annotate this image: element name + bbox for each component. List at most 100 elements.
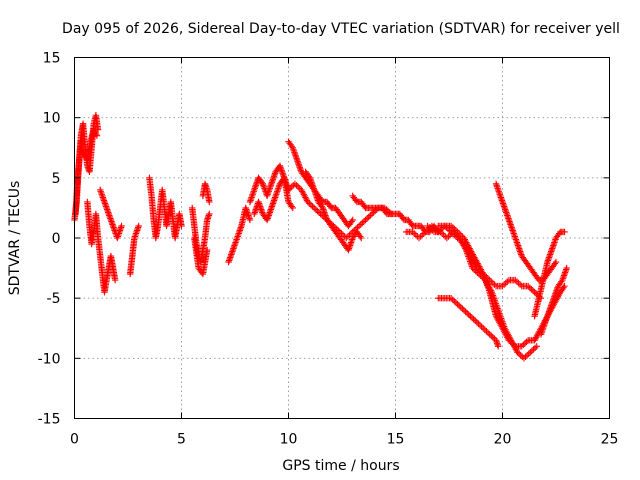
data-point (440, 231, 447, 239)
data-point (360, 218, 368, 225)
data-point (343, 234, 350, 242)
data-point (472, 317, 479, 324)
x-tick-label: 25 (601, 432, 619, 448)
data-point (518, 343, 525, 350)
x-tick-label: 15 (387, 432, 405, 448)
data-point (314, 207, 321, 215)
x-tick-label: 10 (280, 432, 298, 448)
data-point (552, 258, 560, 266)
data-point (441, 222, 448, 230)
data-point (203, 246, 211, 254)
y-tick-label: -15 (38, 412, 61, 428)
data-point (444, 225, 452, 233)
data-point (481, 326, 489, 333)
data-point (465, 311, 472, 318)
x-tick-label: 5 (177, 432, 186, 448)
x-tick-label: 20 (494, 432, 512, 448)
data-point (521, 340, 529, 347)
data-point (359, 219, 366, 227)
data-point (363, 215, 371, 222)
data-point (178, 222, 185, 230)
data-point (412, 231, 420, 239)
data-point (452, 299, 460, 306)
data-point (349, 216, 356, 224)
data-point (523, 338, 530, 345)
data-point (560, 284, 567, 291)
data-point (293, 182, 300, 189)
data-point (473, 319, 481, 326)
data-point (475, 320, 482, 327)
data-point (489, 334, 497, 341)
data-point (443, 224, 450, 231)
data-point (470, 316, 477, 323)
data-point (358, 234, 365, 242)
data-point (561, 228, 568, 236)
data-point (491, 281, 498, 288)
data-point (447, 222, 455, 230)
data-point (409, 228, 416, 236)
data-point (291, 180, 299, 188)
chart-title: Day 095 of 2026, Sidereal Day-to-day VTE… (62, 21, 620, 37)
data-point (467, 313, 474, 320)
data-point (307, 201, 315, 209)
data-point (500, 281, 508, 288)
data-point (312, 206, 319, 213)
data-point (487, 287, 495, 294)
y-tick-label: 0 (52, 231, 61, 247)
data-point (289, 204, 296, 212)
data-point (294, 183, 302, 191)
data-point (288, 203, 295, 210)
data-point (365, 213, 372, 221)
scatter-marks (71, 112, 570, 362)
data-point (447, 294, 455, 302)
data-point (246, 216, 254, 224)
x-axis-label: GPS time / hours (282, 458, 399, 474)
data-point (522, 353, 529, 361)
data-point (451, 297, 458, 305)
data-point (135, 222, 142, 230)
data-point (355, 222, 363, 230)
data-point (529, 287, 537, 294)
data-point (525, 350, 532, 358)
axis-ticks: 0 5 10 15 20 25 -15 -10 -5 0 5 10 15 (38, 51, 619, 448)
data-point (478, 323, 485, 330)
data-point (488, 332, 495, 339)
data-point (455, 302, 463, 309)
data-point (457, 303, 464, 311)
data-point (486, 331, 493, 338)
data-point (411, 230, 418, 237)
data-point (480, 325, 487, 332)
data-point (504, 278, 511, 285)
y-tick-label: 10 (43, 111, 61, 127)
data-point (524, 282, 532, 290)
data-point (356, 233, 364, 240)
data-point (459, 305, 466, 312)
data-point (512, 276, 519, 284)
data-point (420, 230, 428, 237)
data-point (489, 279, 497, 287)
data-point (483, 328, 490, 335)
data-point (484, 329, 492, 336)
data-point (309, 203, 316, 210)
data-point (530, 346, 537, 353)
data-point (520, 355, 528, 362)
data-point (533, 343, 540, 350)
data-point (348, 218, 355, 225)
data-point (476, 322, 484, 329)
data-point (367, 212, 374, 219)
data-point (468, 314, 476, 321)
data-point (357, 221, 364, 228)
data-point (502, 279, 509, 287)
data-point (563, 264, 570, 272)
data-point (362, 216, 369, 224)
data-point (526, 284, 533, 291)
data-point (206, 198, 213, 206)
y-tick-label: 15 (43, 51, 61, 67)
data-point (449, 296, 456, 303)
data-point (443, 234, 451, 242)
data-point (499, 282, 506, 290)
data-point (118, 222, 125, 230)
data-point (520, 341, 527, 348)
data-point (111, 276, 119, 284)
